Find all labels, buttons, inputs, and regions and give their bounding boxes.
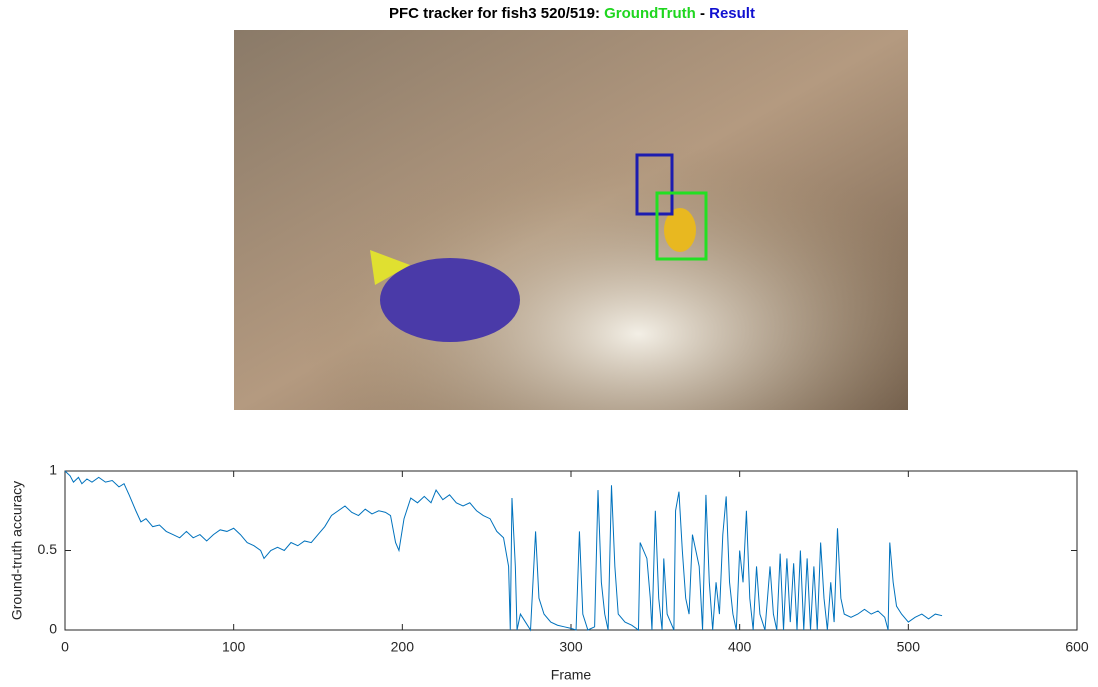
y-tick-label: 0 (49, 621, 57, 637)
title-prefix: PFC tracker for fish3 520/519: (389, 5, 600, 22)
x-axis-label: Frame (551, 667, 592, 683)
y-tick-label: 0.5 (38, 541, 58, 557)
x-tick-label: 0 (61, 639, 69, 655)
x-tick-label: 300 (559, 639, 583, 655)
frame-light (234, 30, 908, 410)
title: PFC tracker for fish3 520/519: GroundTru… (389, 5, 755, 22)
data-line (65, 471, 942, 630)
x-tick-label: 600 (1065, 639, 1089, 655)
plot-box (65, 471, 1077, 630)
title-result: Result (709, 5, 755, 22)
y-axis-label: Ground-truth accuracy (9, 481, 25, 620)
x-tick-label: 100 (222, 639, 246, 655)
video-frame (234, 30, 908, 410)
title-groundtruth: GroundTruth (604, 5, 696, 22)
page: PFC tracker for fish3 520/519: GroundTru… (0, 0, 1098, 687)
x-tick-label: 400 (728, 639, 752, 655)
x-tick-label: 500 (897, 639, 921, 655)
figure: PFC tracker for fish3 520/519: GroundTru… (0, 0, 1098, 687)
x-tick-label: 200 (391, 639, 415, 655)
title-sep: - (700, 5, 705, 22)
fish-blue (380, 258, 520, 342)
y-tick-label: 1 (49, 462, 57, 478)
